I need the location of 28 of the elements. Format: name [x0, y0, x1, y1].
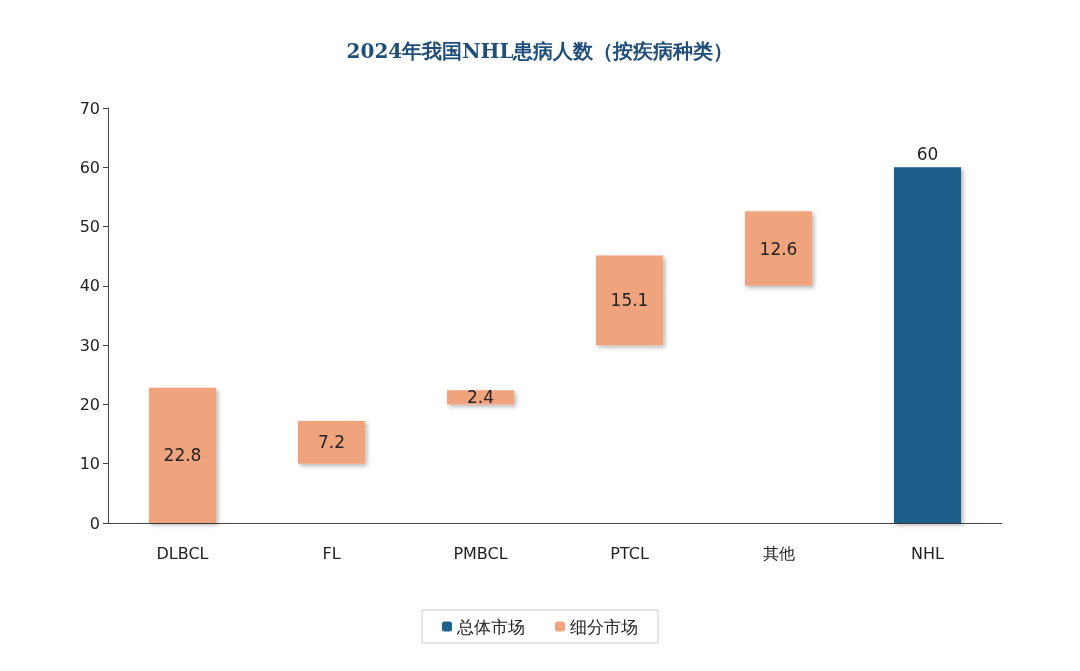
x-tick-label: DLBCL — [156, 543, 209, 563]
bar — [595, 255, 664, 346]
y-tick-label: 50 — [79, 217, 100, 237]
legend-label: 总体市场 — [456, 616, 525, 637]
data-label: 12.6 — [759, 238, 798, 259]
data-label: 60 — [916, 143, 939, 164]
data-label: 15.1 — [610, 290, 649, 311]
y-tick-label: 10 — [79, 454, 100, 474]
y-tick-label: 40 — [79, 276, 100, 296]
x-tick-label: 其他 — [762, 543, 795, 563]
bar — [744, 211, 813, 286]
y-tick-label: 60 — [79, 157, 100, 177]
x-tick-label: PTCL — [610, 543, 649, 563]
y-tick-label: 30 — [79, 335, 100, 355]
y-tick-label: 70 — [79, 98, 100, 118]
y-tick-label: 20 — [79, 394, 100, 414]
data-label: 22.8 — [163, 445, 202, 466]
x-tick-label: FL — [322, 543, 341, 563]
data-label: 2.4 — [466, 387, 495, 408]
bar — [893, 167, 962, 523]
bar — [297, 421, 366, 464]
bar — [148, 387, 217, 523]
x-tick-label: NHL — [911, 543, 945, 563]
y-tick-label: 0 — [89, 513, 100, 533]
x-tick-label: PMBCL — [453, 543, 508, 563]
legend-label: 细分市场 — [570, 616, 638, 637]
chart-title: 2024年我国NHL患病人数（按疾病种类） — [346, 39, 734, 63]
data-label: 7.2 — [317, 432, 346, 453]
